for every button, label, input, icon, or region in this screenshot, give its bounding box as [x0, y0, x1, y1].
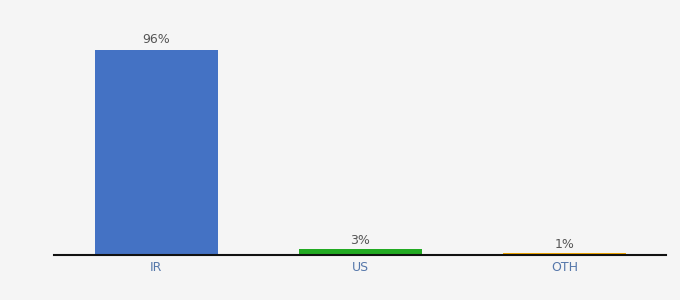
Text: 1%: 1% [554, 238, 575, 251]
Bar [299, 249, 422, 255]
Bar [503, 253, 626, 255]
Text: 96%: 96% [143, 34, 170, 46]
Text: 3%: 3% [350, 234, 371, 247]
Bar [95, 50, 218, 255]
